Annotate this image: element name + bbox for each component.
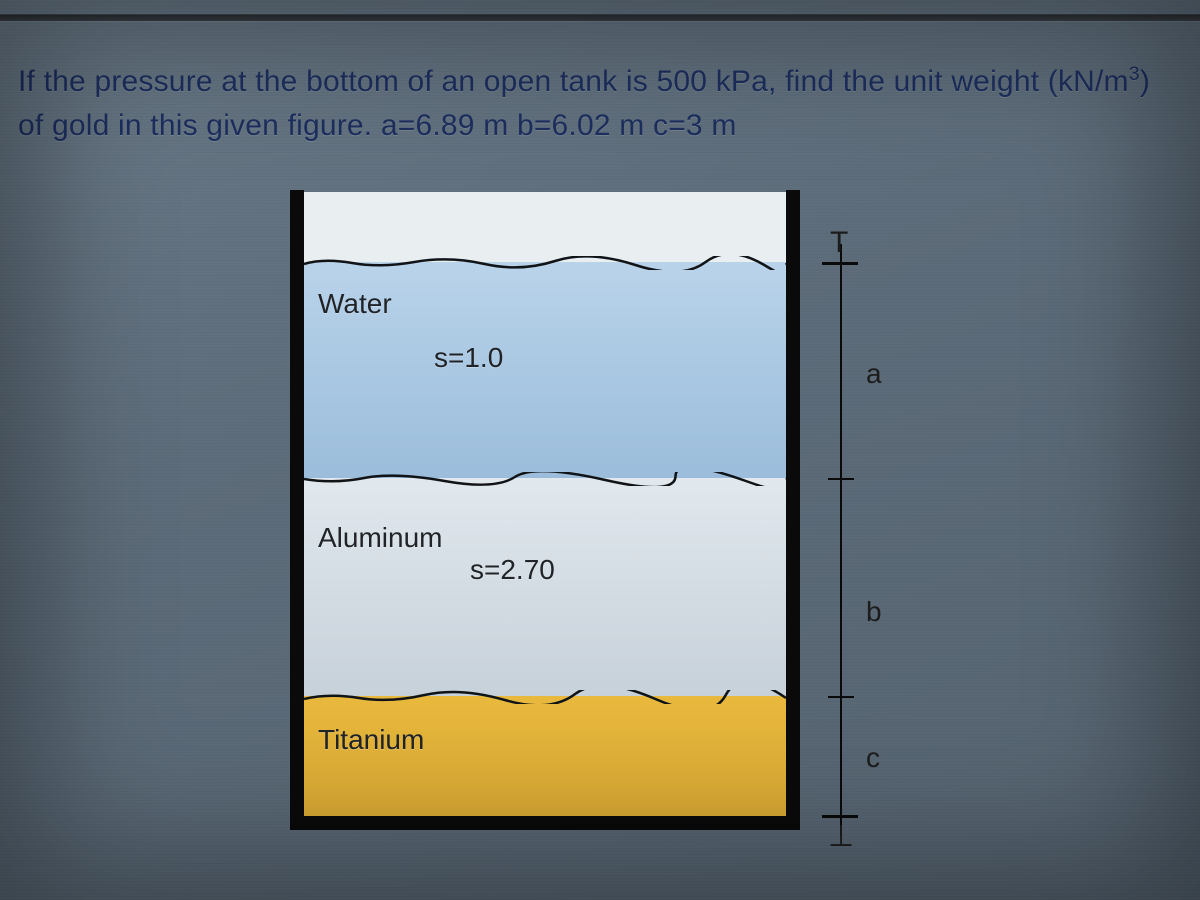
surface-titanium-top <box>304 690 786 704</box>
question-line1-suffix: , find the unit weight (kN/m <box>768 65 1129 98</box>
dim-label-a: a <box>866 358 882 390</box>
label-water: Water <box>318 288 392 320</box>
question-line1-close: ) <box>1140 65 1150 98</box>
tank-wall-left <box>290 190 304 830</box>
tank-wall-bottom <box>290 816 800 830</box>
dimension-rail-line <box>840 262 842 818</box>
tank: Water s=1.0 Aluminum s=2.70 <box>290 190 800 830</box>
label-titanium: Titanium <box>318 724 424 756</box>
dimension-tee-bottom <box>822 815 858 818</box>
dim-label-b: b <box>866 596 882 628</box>
dimension-tick-ab <box>828 478 854 480</box>
layer-titanium: Titanium <box>304 696 786 816</box>
dimension-tick-bc <box>828 696 854 698</box>
surface-water-top <box>304 256 786 270</box>
tee-bot-glyph: ⊥ <box>828 819 854 854</box>
layer-aluminum: Aluminum s=2.70 <box>304 478 786 696</box>
question-pressure: 500 kPa <box>657 65 768 98</box>
tank-wall-right <box>786 190 800 830</box>
question-params: a=6.89 m b=6.02 m c=3 m <box>381 109 737 142</box>
layer-water: Water s=1.0 <box>304 262 786 478</box>
window-top-border <box>0 15 1200 21</box>
sg-aluminum: s=2.70 <box>470 554 555 586</box>
sg-water: s=1.0 <box>434 342 503 374</box>
question-line2-prefix: of gold in this given figure. <box>18 109 381 142</box>
layer-air-gap <box>304 192 786 262</box>
dimension-tee-top <box>822 262 858 265</box>
tee-top-glyph: T <box>830 226 848 260</box>
figure: Water s=1.0 Aluminum s=2.70 <box>290 190 930 850</box>
screenshot-surface: If the pressure at the bottom of an open… <box>0 0 1200 900</box>
tank-layers: Water s=1.0 Aluminum s=2.70 <box>304 192 786 816</box>
question-unit-exponent: 3 <box>1129 63 1140 85</box>
surface-aluminum-top <box>304 472 786 486</box>
dim-label-c: c <box>866 742 880 774</box>
question-text: If the pressure at the bottom of an open… <box>18 60 1182 147</box>
question-line1-prefix: If the pressure at the bottom of an open… <box>18 65 657 98</box>
dimension-rail: T ⊥ a b c <box>820 262 910 818</box>
label-aluminum: Aluminum <box>318 522 442 554</box>
